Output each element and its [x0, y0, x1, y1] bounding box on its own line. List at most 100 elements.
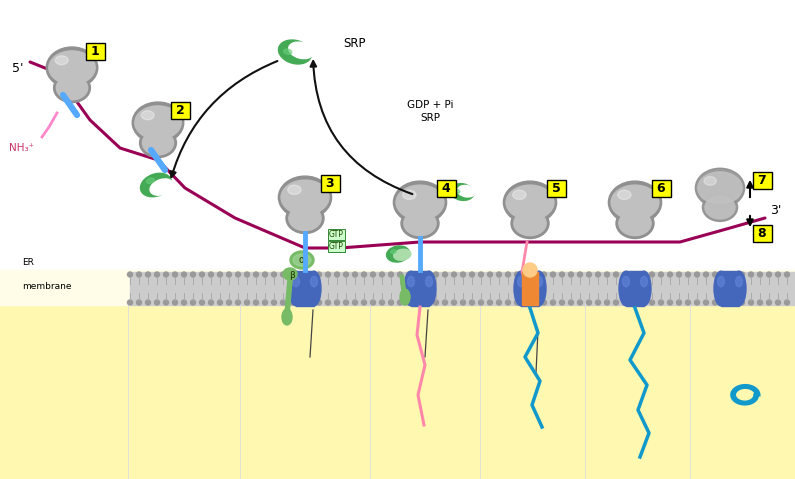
Circle shape — [281, 300, 285, 305]
Ellipse shape — [404, 211, 436, 236]
Ellipse shape — [511, 208, 549, 239]
Bar — [721, 271, 739, 306]
Ellipse shape — [307, 271, 321, 306]
Ellipse shape — [135, 106, 181, 139]
Circle shape — [218, 300, 223, 305]
Ellipse shape — [293, 276, 300, 287]
Ellipse shape — [146, 178, 154, 183]
Circle shape — [650, 272, 654, 277]
Text: α: α — [299, 255, 305, 265]
Ellipse shape — [278, 40, 312, 64]
Circle shape — [712, 272, 718, 277]
Circle shape — [766, 272, 771, 277]
Circle shape — [164, 272, 169, 277]
Ellipse shape — [48, 51, 95, 84]
Ellipse shape — [698, 172, 743, 204]
Ellipse shape — [518, 276, 525, 287]
Ellipse shape — [422, 271, 436, 306]
Circle shape — [298, 300, 304, 305]
Circle shape — [487, 272, 492, 277]
Circle shape — [127, 300, 133, 305]
Text: 3': 3' — [770, 204, 781, 217]
Circle shape — [416, 300, 421, 305]
Circle shape — [479, 300, 483, 305]
Circle shape — [758, 272, 762, 277]
Circle shape — [577, 300, 583, 305]
Ellipse shape — [506, 185, 554, 220]
Text: β: β — [289, 271, 295, 280]
Circle shape — [379, 272, 385, 277]
Circle shape — [722, 272, 727, 277]
Circle shape — [452, 300, 456, 305]
Bar — [296, 271, 314, 306]
Text: 5': 5' — [12, 61, 24, 75]
Circle shape — [695, 272, 700, 277]
Ellipse shape — [619, 211, 651, 236]
Circle shape — [308, 300, 312, 305]
Ellipse shape — [53, 73, 91, 103]
Ellipse shape — [523, 263, 537, 277]
Circle shape — [389, 272, 394, 277]
Circle shape — [739, 272, 744, 277]
Bar — [626, 271, 644, 306]
Circle shape — [452, 272, 456, 277]
Circle shape — [560, 300, 564, 305]
Circle shape — [227, 300, 231, 305]
Circle shape — [677, 300, 681, 305]
Bar — [521, 271, 539, 306]
Circle shape — [200, 272, 204, 277]
Circle shape — [289, 272, 294, 277]
Text: GTP: GTP — [329, 230, 344, 239]
Circle shape — [641, 272, 646, 277]
Circle shape — [704, 300, 708, 305]
Circle shape — [191, 272, 196, 277]
Circle shape — [668, 300, 673, 305]
Ellipse shape — [150, 179, 173, 195]
Ellipse shape — [311, 276, 317, 287]
Ellipse shape — [142, 131, 173, 155]
Circle shape — [523, 272, 529, 277]
Circle shape — [631, 272, 637, 277]
Circle shape — [370, 300, 375, 305]
Circle shape — [749, 272, 754, 277]
Circle shape — [272, 272, 277, 277]
Circle shape — [775, 272, 781, 277]
Circle shape — [487, 300, 492, 305]
Circle shape — [164, 300, 169, 305]
Ellipse shape — [282, 309, 292, 325]
Circle shape — [514, 300, 519, 305]
Ellipse shape — [404, 271, 418, 306]
Circle shape — [298, 272, 304, 277]
Circle shape — [425, 300, 429, 305]
Ellipse shape — [401, 208, 439, 239]
Ellipse shape — [641, 276, 647, 287]
Ellipse shape — [46, 47, 98, 88]
Ellipse shape — [286, 203, 324, 233]
Ellipse shape — [608, 181, 661, 224]
Circle shape — [622, 300, 627, 305]
Bar — [0, 305, 795, 479]
Circle shape — [587, 300, 591, 305]
Bar — [411, 271, 429, 306]
Circle shape — [443, 300, 448, 305]
Ellipse shape — [141, 173, 172, 197]
Ellipse shape — [514, 271, 528, 306]
Circle shape — [775, 300, 781, 305]
Circle shape — [614, 300, 619, 305]
Circle shape — [739, 300, 744, 305]
Text: 6: 6 — [657, 182, 665, 194]
Text: 5: 5 — [552, 182, 560, 194]
Bar — [522, 272, 538, 305]
Circle shape — [262, 272, 267, 277]
Circle shape — [145, 272, 150, 277]
Ellipse shape — [281, 180, 329, 215]
Ellipse shape — [514, 211, 546, 236]
Ellipse shape — [513, 190, 526, 199]
Circle shape — [731, 272, 735, 277]
Circle shape — [173, 300, 177, 305]
Circle shape — [316, 272, 321, 277]
Ellipse shape — [400, 289, 410, 305]
Circle shape — [433, 300, 439, 305]
Ellipse shape — [718, 276, 724, 287]
Circle shape — [677, 272, 681, 277]
